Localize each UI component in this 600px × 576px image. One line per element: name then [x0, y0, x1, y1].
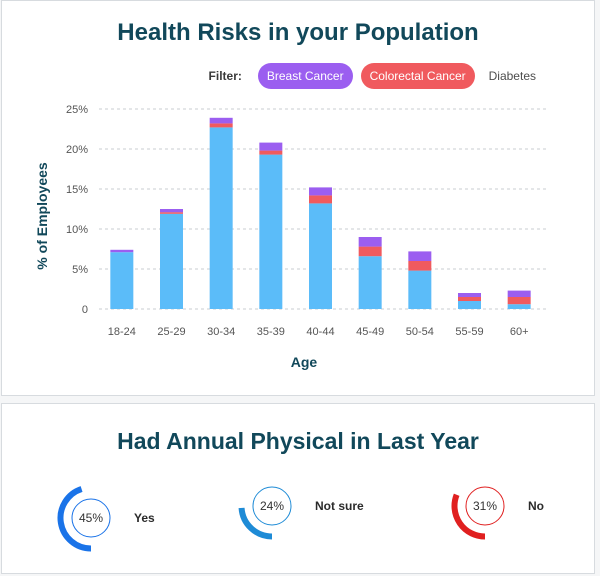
bar-segment-colorectal-cancer [458, 297, 481, 301]
bar-segment-breast-cancer [110, 249, 134, 253]
bar-segment-diabetes [160, 213, 183, 309]
x-tick-label: 45-49 [356, 326, 384, 338]
donut-progress-arc [451, 493, 486, 540]
donut-inner-circle [71, 498, 111, 538]
donut-not-sure-ring: 24% [235, 469, 309, 543]
bar-segment-diabetes [110, 252, 134, 309]
x-tick-label: 35-39 [257, 326, 285, 338]
bar-segment-colorectal-cancer [160, 212, 183, 214]
stacked-bar-chart: 0 5% 10% 15% 20% 25% 18-24 25-29 30-34 35-39 40-44… [34, 104, 546, 370]
bar-segment-colorectal-cancer [259, 150, 283, 155]
chart-title: Health Risks in your Population [117, 19, 479, 46]
x-tick-label: 40-44 [306, 326, 334, 338]
y-tick-label: 25% [66, 104, 88, 116]
physical-title: Had Annual Physical in Last Year [117, 428, 479, 454]
bar-segment-breast-cancer [358, 237, 382, 247]
y-tick-label: 0 [82, 304, 88, 316]
x-tick-label: 18-24 [108, 326, 136, 338]
donut-inner-circle [252, 486, 292, 526]
x-axis-label: Age [291, 354, 318, 370]
filter-bar: Filter: Breast Cancer Colorectal Cancer … [209, 63, 542, 89]
bar-segment-breast-cancer [160, 209, 183, 213]
bar-segment-diabetes [309, 203, 332, 309]
donut-not-sure: 24% Not sure [235, 466, 364, 546]
bar-segment-colorectal-cancer [209, 123, 233, 128]
donut-no-label: No [528, 499, 544, 513]
donut-yes-ring: 45% [54, 481, 128, 555]
y-tick-label: 10% [66, 224, 88, 236]
donut-no-ring: 31% [448, 469, 522, 543]
x-tick-label: 30-34 [207, 326, 235, 338]
x-tick-label: 55-59 [455, 326, 483, 338]
donut-progress-arc [238, 507, 273, 540]
donut-yes-label: Yes [134, 511, 155, 525]
bar-segment-diabetes [507, 304, 531, 309]
y-tick-label: 15% [66, 184, 88, 196]
filter-label: Filter: [208, 69, 242, 83]
donut-yes: 45% Yes [54, 478, 155, 558]
bar-segment-breast-cancer [309, 187, 332, 196]
donut-not-sure-label: Not sure [315, 499, 364, 513]
x-tick-label: 60+ [510, 326, 529, 338]
bar-segment-breast-cancer [507, 290, 531, 297]
donut-inner-circle [465, 486, 505, 526]
bar-segment-colorectal-cancer [358, 246, 382, 257]
bar-segment-colorectal-cancer [309, 195, 332, 204]
bar-segment-diabetes [358, 256, 382, 309]
donut-no-percent: 31% [472, 499, 498, 513]
filter-diabetes-button[interactable]: Diabetes [488, 69, 536, 83]
x-tick-label: 50-54 [406, 326, 434, 338]
bar-segment-diabetes [408, 270, 432, 309]
donut-progress-arc [57, 486, 92, 552]
annual-physical-card: Had Annual Physical in Last Year 45% Yes… [1, 403, 595, 574]
filter-colorectal-cancer-button[interactable]: Colorectal Cancer [360, 63, 475, 89]
x-tick-label: 25-29 [157, 326, 185, 338]
donut-no: 31% No [448, 466, 544, 546]
bar-segment-diabetes [259, 154, 283, 309]
bar-segment-colorectal-cancer [408, 261, 432, 271]
bar-segment-breast-cancer [458, 293, 481, 297]
y-axis-label: % of Employees [34, 162, 50, 270]
bar-segment-diabetes [458, 301, 481, 309]
health-risks-card: Health Risks in your Population Filter: … [1, 0, 595, 396]
bar-segment-colorectal-cancer [507, 297, 531, 305]
bar-segment-diabetes [209, 127, 233, 310]
donut-not-sure-percent: 24% [259, 499, 285, 513]
y-tick-label: 5% [72, 264, 88, 276]
y-tick-label: 20% [66, 144, 88, 156]
bar-segment-breast-cancer [209, 117, 233, 124]
filter-breast-cancer-button[interactable]: Breast Cancer [257, 63, 353, 89]
donut-yes-percent: 45% [78, 511, 104, 525]
bar-segment-breast-cancer [408, 251, 432, 261]
bar-segment-breast-cancer [259, 142, 283, 151]
